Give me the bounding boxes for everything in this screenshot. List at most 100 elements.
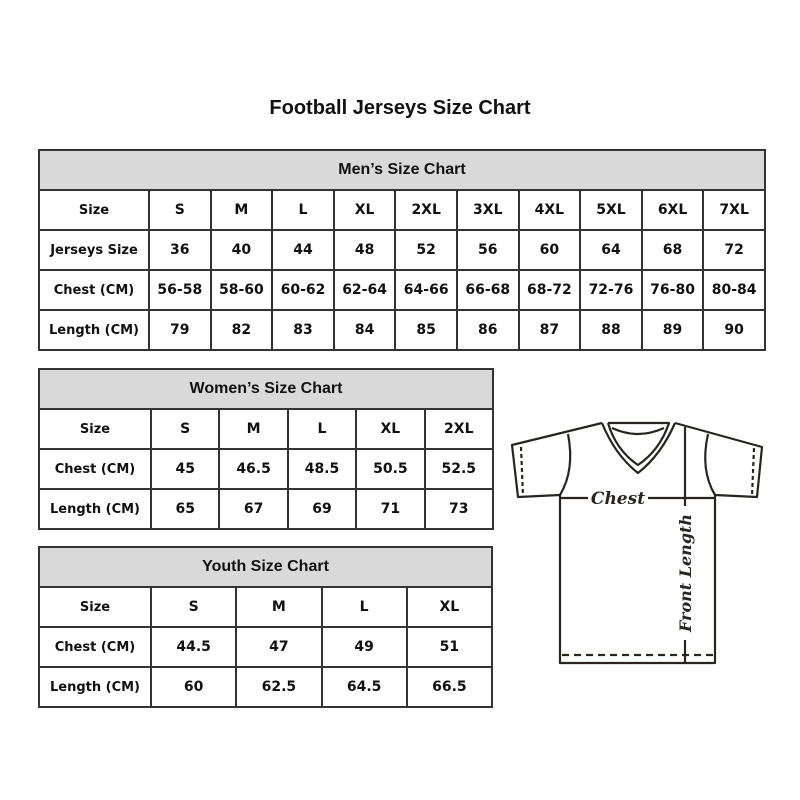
table-cell: 64 [579, 229, 643, 271]
row-label: Size [38, 586, 152, 628]
table-cell: 69 [286, 488, 358, 530]
table-row: Chest (CM) 45 46.5 48.5 50.5 52.5 [38, 448, 495, 490]
table-row: Length (CM) 65 67 69 71 73 [38, 488, 495, 530]
table-cell: 80-84 [702, 269, 766, 311]
table-cell: 60 [149, 666, 238, 708]
jersey-collar-inner [606, 421, 671, 467]
page-title: Football Jerseys Size Chart [269, 97, 531, 119]
table-cell: 79 [148, 309, 212, 351]
youth-size-table: Youth Size Chart Size S M L XL Chest (CM) 44.5 4… [38, 546, 494, 708]
table-cell: 5XL [579, 189, 643, 231]
table-cell: 48 [332, 229, 397, 271]
table-cell: 2XL [394, 189, 458, 231]
table-cell: 84 [332, 309, 397, 351]
left-armhole [559, 433, 572, 496]
row-label: Chest (CM) [38, 448, 152, 490]
table-cell: 49 [320, 626, 408, 668]
table-cell: 88 [579, 309, 643, 351]
table-row: Chest (CM) 56-58 58-60 60-62 62-64 64-66 66-68… [38, 269, 766, 311]
table-cell: 73 [423, 488, 495, 530]
front-length-label: Front Length [676, 514, 695, 633]
table-cell: 90 [702, 309, 766, 351]
table-cell: XL [355, 408, 426, 450]
table-cell: 85 [394, 309, 458, 351]
table-cell: S [148, 189, 212, 231]
table-cell: 52.5 [423, 448, 495, 490]
youth-table-heading: Youth Size Chart [38, 546, 493, 588]
table-row: Chest (CM) 44.5 47 49 51 [38, 626, 494, 668]
table-cell: 2XL [423, 408, 495, 450]
table-cell: 64.5 [320, 666, 408, 708]
table-cell: 76-80 [640, 269, 705, 311]
row-label: Chest (CM) [38, 626, 152, 668]
table-cell: 47 [235, 626, 323, 668]
table-cell: L [286, 408, 358, 450]
table-row: Jerseys Size 36 40 44 48 52 56 60 64 68 72 [38, 229, 766, 271]
table-cell: 72-76 [579, 269, 643, 311]
table-cell: S [149, 586, 238, 628]
table-cell: S [149, 408, 221, 450]
table-cell: 40 [209, 229, 274, 271]
table-cell: 7XL [702, 189, 766, 231]
row-label: Length (CM) [38, 666, 152, 708]
jersey-collar-outer [600, 422, 677, 475]
table-cell: 66-68 [455, 269, 520, 311]
women-table-heading: Women’s Size Chart [38, 368, 494, 410]
table-cell: 6XL [640, 189, 705, 231]
right-armhole [704, 433, 716, 496]
mens-size-table: Men’s Size Chart Size S M L XL 2XL 3XL 4XL 5XL 6XL… [38, 149, 766, 351]
row-label: Length (CM) [38, 488, 152, 530]
table-cell: 56-58 [148, 269, 212, 311]
table-cell: 46.5 [218, 448, 289, 490]
table-cell: 71 [355, 488, 426, 530]
row-label: Jerseys Size [38, 229, 150, 271]
table-cell: 45 [149, 448, 221, 490]
table-cell: 83 [271, 309, 335, 351]
womens-size-table: Women’s Size Chart Size S M L XL 2XL Chest (CM)… [38, 368, 495, 530]
jersey-diagram: Chest Front Length [510, 421, 764, 665]
table-cell: 62.5 [235, 666, 323, 708]
table-cell: M [209, 189, 274, 231]
table-cell: 50.5 [355, 448, 426, 490]
table-cell: M [218, 408, 289, 450]
table-cell: L [271, 189, 335, 231]
chest-label: Chest [591, 489, 645, 509]
row-label: Size [38, 189, 150, 231]
table-cell: 64-66 [394, 269, 458, 311]
men-table-heading: Men’s Size Chart [38, 149, 766, 191]
table-cell: 62-64 [332, 269, 397, 311]
table-row: Size S M L XL 2XL [38, 408, 495, 450]
row-label: Size [38, 408, 152, 450]
left-sleeve-hem [519, 446, 525, 497]
table-cell: 56 [455, 229, 520, 271]
table-cell: XL [332, 189, 397, 231]
table-cell: 86 [455, 309, 520, 351]
table-cell: 72 [702, 229, 766, 271]
table-cell: 36 [148, 229, 212, 271]
table-cell: 3XL [455, 189, 520, 231]
table-cell: 44 [271, 229, 335, 271]
table-cell: 52 [394, 229, 458, 271]
table-cell: 87 [517, 309, 582, 351]
table-cell: 66.5 [405, 666, 494, 708]
table-cell: 67 [218, 488, 289, 530]
table-cell: M [235, 586, 323, 628]
table-cell: 51 [405, 626, 494, 668]
table-cell: 82 [209, 309, 274, 351]
table-cell: XL [405, 586, 494, 628]
table-row: Length (CM) 60 62.5 64.5 66.5 [38, 666, 494, 708]
table-cell: 58-60 [209, 269, 274, 311]
table-cell: 68-72 [517, 269, 582, 311]
table-cell: 48.5 [286, 448, 358, 490]
table-cell: L [320, 586, 408, 628]
right-sleeve-hem [750, 447, 756, 497]
row-label: Chest (CM) [38, 269, 150, 311]
table-cell: 60 [517, 229, 582, 271]
table-cell: 65 [149, 488, 221, 530]
table-row: Size S M L XL [38, 586, 494, 628]
table-cell: 60-62 [271, 269, 335, 311]
table-cell: 4XL [517, 189, 582, 231]
table-row: Length (CM) 79 82 83 84 85 86 87 88 89 90 [38, 309, 766, 351]
table-cell: 44.5 [149, 626, 238, 668]
table-row: Size S M L XL 2XL 3XL 4XL 5XL 6XL 7XL [38, 189, 766, 231]
